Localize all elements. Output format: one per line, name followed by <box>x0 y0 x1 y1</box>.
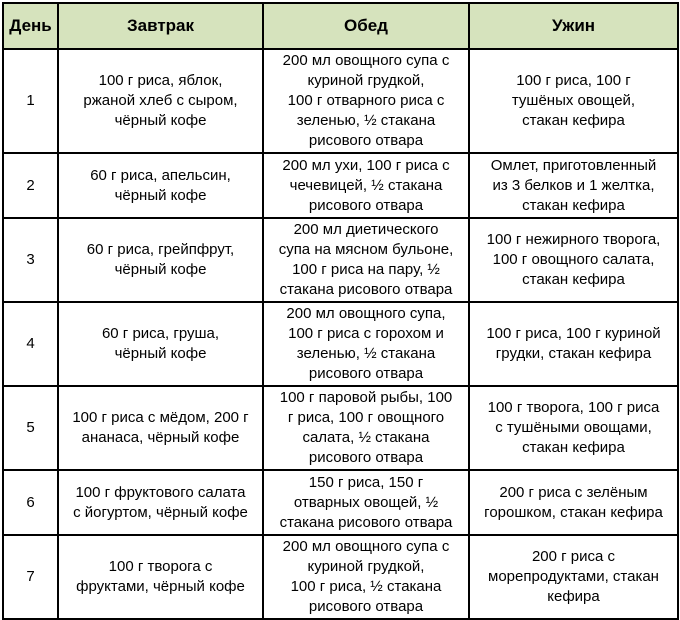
breakfast-cell: 60 г риса, апельсин, чёрный кофе <box>57 152 264 219</box>
breakfast-cell: 100 г риса с мёдом, 200 г ананаса, чёрны… <box>57 385 264 471</box>
table-row: 2 60 г риса, апельсин, чёрный кофе 200 мл … <box>2 152 679 219</box>
dinner-cell: 100 г нежирного творога, 100 г овощного … <box>468 217 679 303</box>
header-row: День Завтрак Обед Ужин <box>2 2 679 50</box>
day-cell: 6 <box>2 469 59 536</box>
breakfast-cell: 60 г риса, грейпфрут, чёрный кофе <box>57 217 264 303</box>
table-body: 1 100 г риса, яблок, ржаной хлеб с сыром,… <box>2 48 679 620</box>
col-header-lunch: Обед <box>262 2 470 50</box>
breakfast-cell: 100 г творога с фруктами, чёрный кофе <box>57 534 264 620</box>
breakfast-cell: 100 г риса, яблок, ржаной хлеб с сыром, … <box>57 48 264 154</box>
col-header-dinner: Ужин <box>468 2 679 50</box>
col-header-day: День <box>2 2 59 50</box>
dinner-cell: 100 г риса, 100 г тушёных овощей, стакан… <box>468 48 679 154</box>
lunch-cell: 200 мл овощного супа, 100 г риса с горох… <box>262 301 470 387</box>
dinner-cell: 200 г риса с морепродуктами, стакан кефи… <box>468 534 679 620</box>
table-row: 4 60 г риса, груша, чёрный кофе 200 мл ово… <box>2 301 679 387</box>
lunch-cell: 100 г паровой рыбы, 100 г риса, 100 г ов… <box>262 385 470 471</box>
dinner-cell: 100 г риса, 100 г куриной грудки, стакан… <box>468 301 679 387</box>
table-row: 3 60 г риса, грейпфрут, чёрный кофе 200 мл… <box>2 217 679 303</box>
table-row: 7 100 г творога с фруктами, чёрный кофе 20… <box>2 534 679 620</box>
day-cell: 4 <box>2 301 59 387</box>
day-cell: 1 <box>2 48 59 154</box>
lunch-cell: 200 мл диетического супа на мясном бульо… <box>262 217 470 303</box>
day-cell: 5 <box>2 385 59 471</box>
breakfast-cell: 60 г риса, груша, чёрный кофе <box>57 301 264 387</box>
day-cell: 2 <box>2 152 59 219</box>
lunch-cell: 200 мл ухи, 100 г риса с чечевицей, ½ ст… <box>262 152 470 219</box>
breakfast-cell: 100 г фруктового салата с йогуртом, чёрн… <box>57 469 264 536</box>
day-cell: 3 <box>2 217 59 303</box>
dinner-cell: 100 г творога, 100 г риса с тушёными ово… <box>468 385 679 471</box>
table-row: 6 100 г фруктового салата с йогуртом, чёр… <box>2 469 679 536</box>
dinner-cell: Омлет, приготовленный из 3 белков и 1 же… <box>468 152 679 219</box>
lunch-cell: 150 г риса, 150 г отварных овощей, ½ ста… <box>262 469 470 536</box>
day-cell: 7 <box>2 534 59 620</box>
dinner-cell: 200 г риса с зелёным горошком, стакан ке… <box>468 469 679 536</box>
col-header-breakfast: Завтрак <box>57 2 264 50</box>
lunch-cell: 200 мл овощного супа с куриной грудкой, … <box>262 48 470 154</box>
table-row: 1 100 г риса, яблок, ржаной хлеб с сыром,… <box>2 48 679 154</box>
lunch-cell: 200 мл овощного супа с куриной грудкой, … <box>262 534 470 620</box>
table-row: 5 100 г риса с мёдом, 200 г ананаса, чёрн… <box>2 385 679 471</box>
